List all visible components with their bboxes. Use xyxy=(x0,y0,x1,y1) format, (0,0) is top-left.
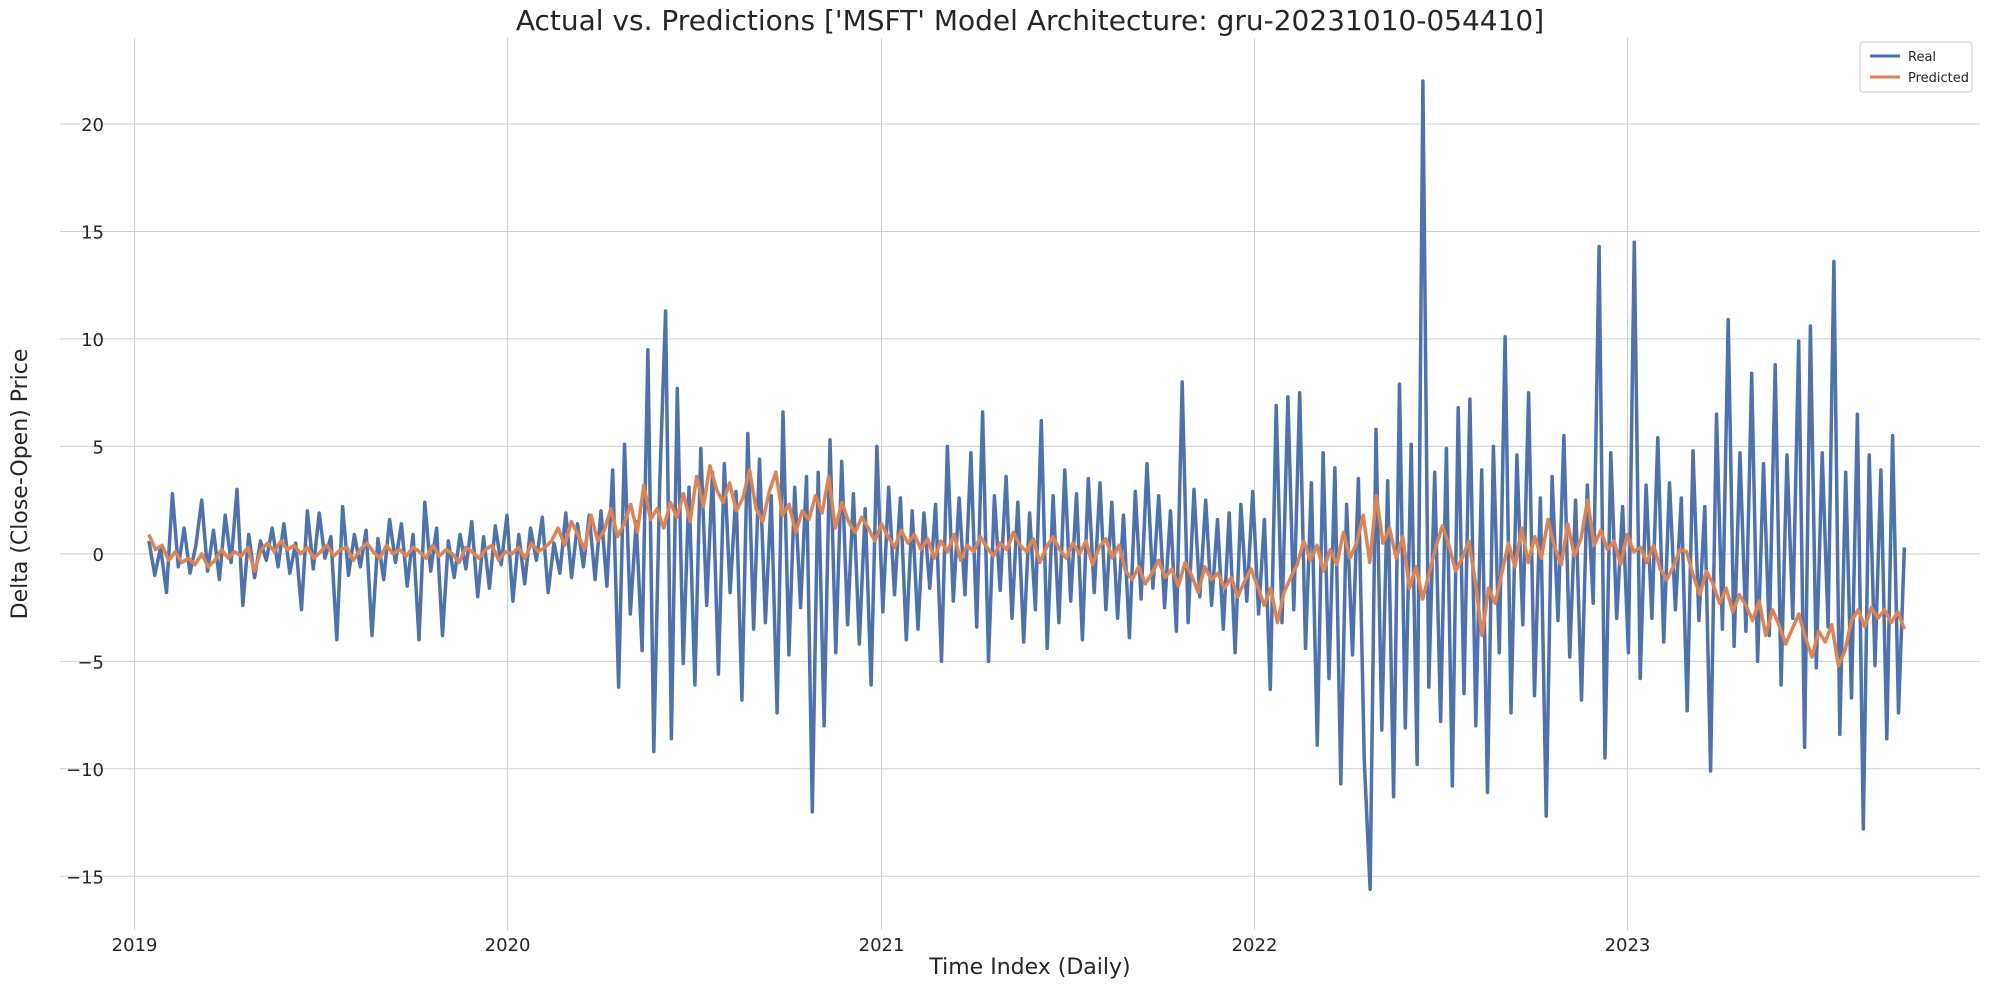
legend: Real Predicted xyxy=(1859,41,1973,93)
plot-area xyxy=(147,79,1907,891)
legend-label-real: Real xyxy=(1908,50,1936,65)
y-tick-label: −10 xyxy=(66,760,104,781)
y-tick-label: −5 xyxy=(77,652,104,673)
y-tick-label: 0 xyxy=(93,545,104,566)
y-tick-label: 20 xyxy=(81,115,104,136)
chart-title: Actual vs. Predictions ['MSFT' Model Arc… xyxy=(516,4,1544,37)
y-axis-ticks: −15 −10 −5 0 5 10 15 20 xyxy=(66,115,104,888)
legend-label-predicted: Predicted xyxy=(1908,71,1969,86)
x-tick-label: 2019 xyxy=(112,935,158,956)
x-tick-label: 2021 xyxy=(859,935,905,956)
y-tick-label: 10 xyxy=(81,330,104,351)
series-line-real xyxy=(147,79,1907,891)
y-tick-label: −15 xyxy=(66,867,104,888)
y-tick-label: 5 xyxy=(93,437,104,458)
grid xyxy=(60,38,1980,930)
series-line-predicted xyxy=(147,463,1907,668)
x-tick-label: 2020 xyxy=(485,935,531,956)
y-axis-label: Delta (Close-Open) Price xyxy=(8,349,33,620)
x-tick-label: 2023 xyxy=(1605,935,1651,956)
y-tick-label: 15 xyxy=(81,222,104,243)
x-axis-ticks: 2019 2020 2021 2022 2023 xyxy=(112,935,1651,956)
x-axis-label: Time Index (Daily) xyxy=(928,955,1130,980)
x-tick-label: 2022 xyxy=(1232,935,1278,956)
